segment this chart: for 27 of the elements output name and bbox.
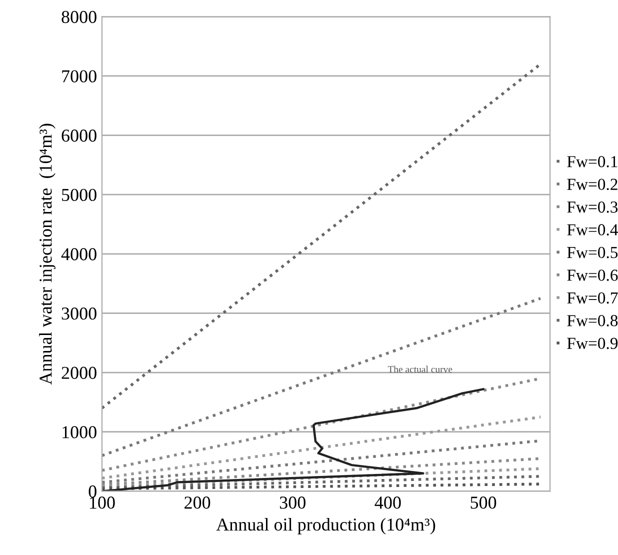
y-tick-label: 5000	[62, 188, 96, 202]
legend-label: Fw=0.1	[567, 156, 618, 168]
y-tick-label: 8000	[62, 10, 96, 24]
legend-label: Fw=0.8	[567, 315, 618, 326]
y-tick-label: 4000	[61, 248, 96, 260]
legend-label: Fw=0.3	[567, 201, 618, 213]
y-tick-label: 2000	[62, 366, 96, 379]
legend-label: Fw=0.6	[567, 270, 618, 281]
legend-label: Fw=0.9	[567, 338, 618, 350]
y-tick-label: 0	[88, 485, 96, 498]
x-tick-label: 200	[184, 496, 210, 509]
legend-label: Fw=0.2	[567, 178, 618, 190]
legend-label: Fw=0.7	[567, 292, 618, 304]
x-tick-label: 300	[280, 496, 306, 509]
line-series	[102, 388, 484, 492]
y-tick-label: 3000	[62, 307, 96, 320]
x-tick-label: 100	[90, 496, 115, 509]
legend-label: Fw=0.5	[567, 246, 618, 258]
legend-label: Fw=0.4	[567, 224, 618, 236]
x-tick-label: 400	[374, 496, 401, 509]
y-tick-label: 6000	[62, 130, 96, 142]
y-axis-title: Annual water injection rate (10⁴m³)	[39, 124, 56, 385]
y-tick-label: 1000	[62, 426, 96, 438]
annotation: The actual curve	[388, 366, 452, 373]
y-tick-label: 7000	[62, 70, 96, 82]
x-axis-title: Annual oil production (10⁴m³)	[216, 518, 436, 534]
x-tick-label: 500	[470, 496, 496, 509]
